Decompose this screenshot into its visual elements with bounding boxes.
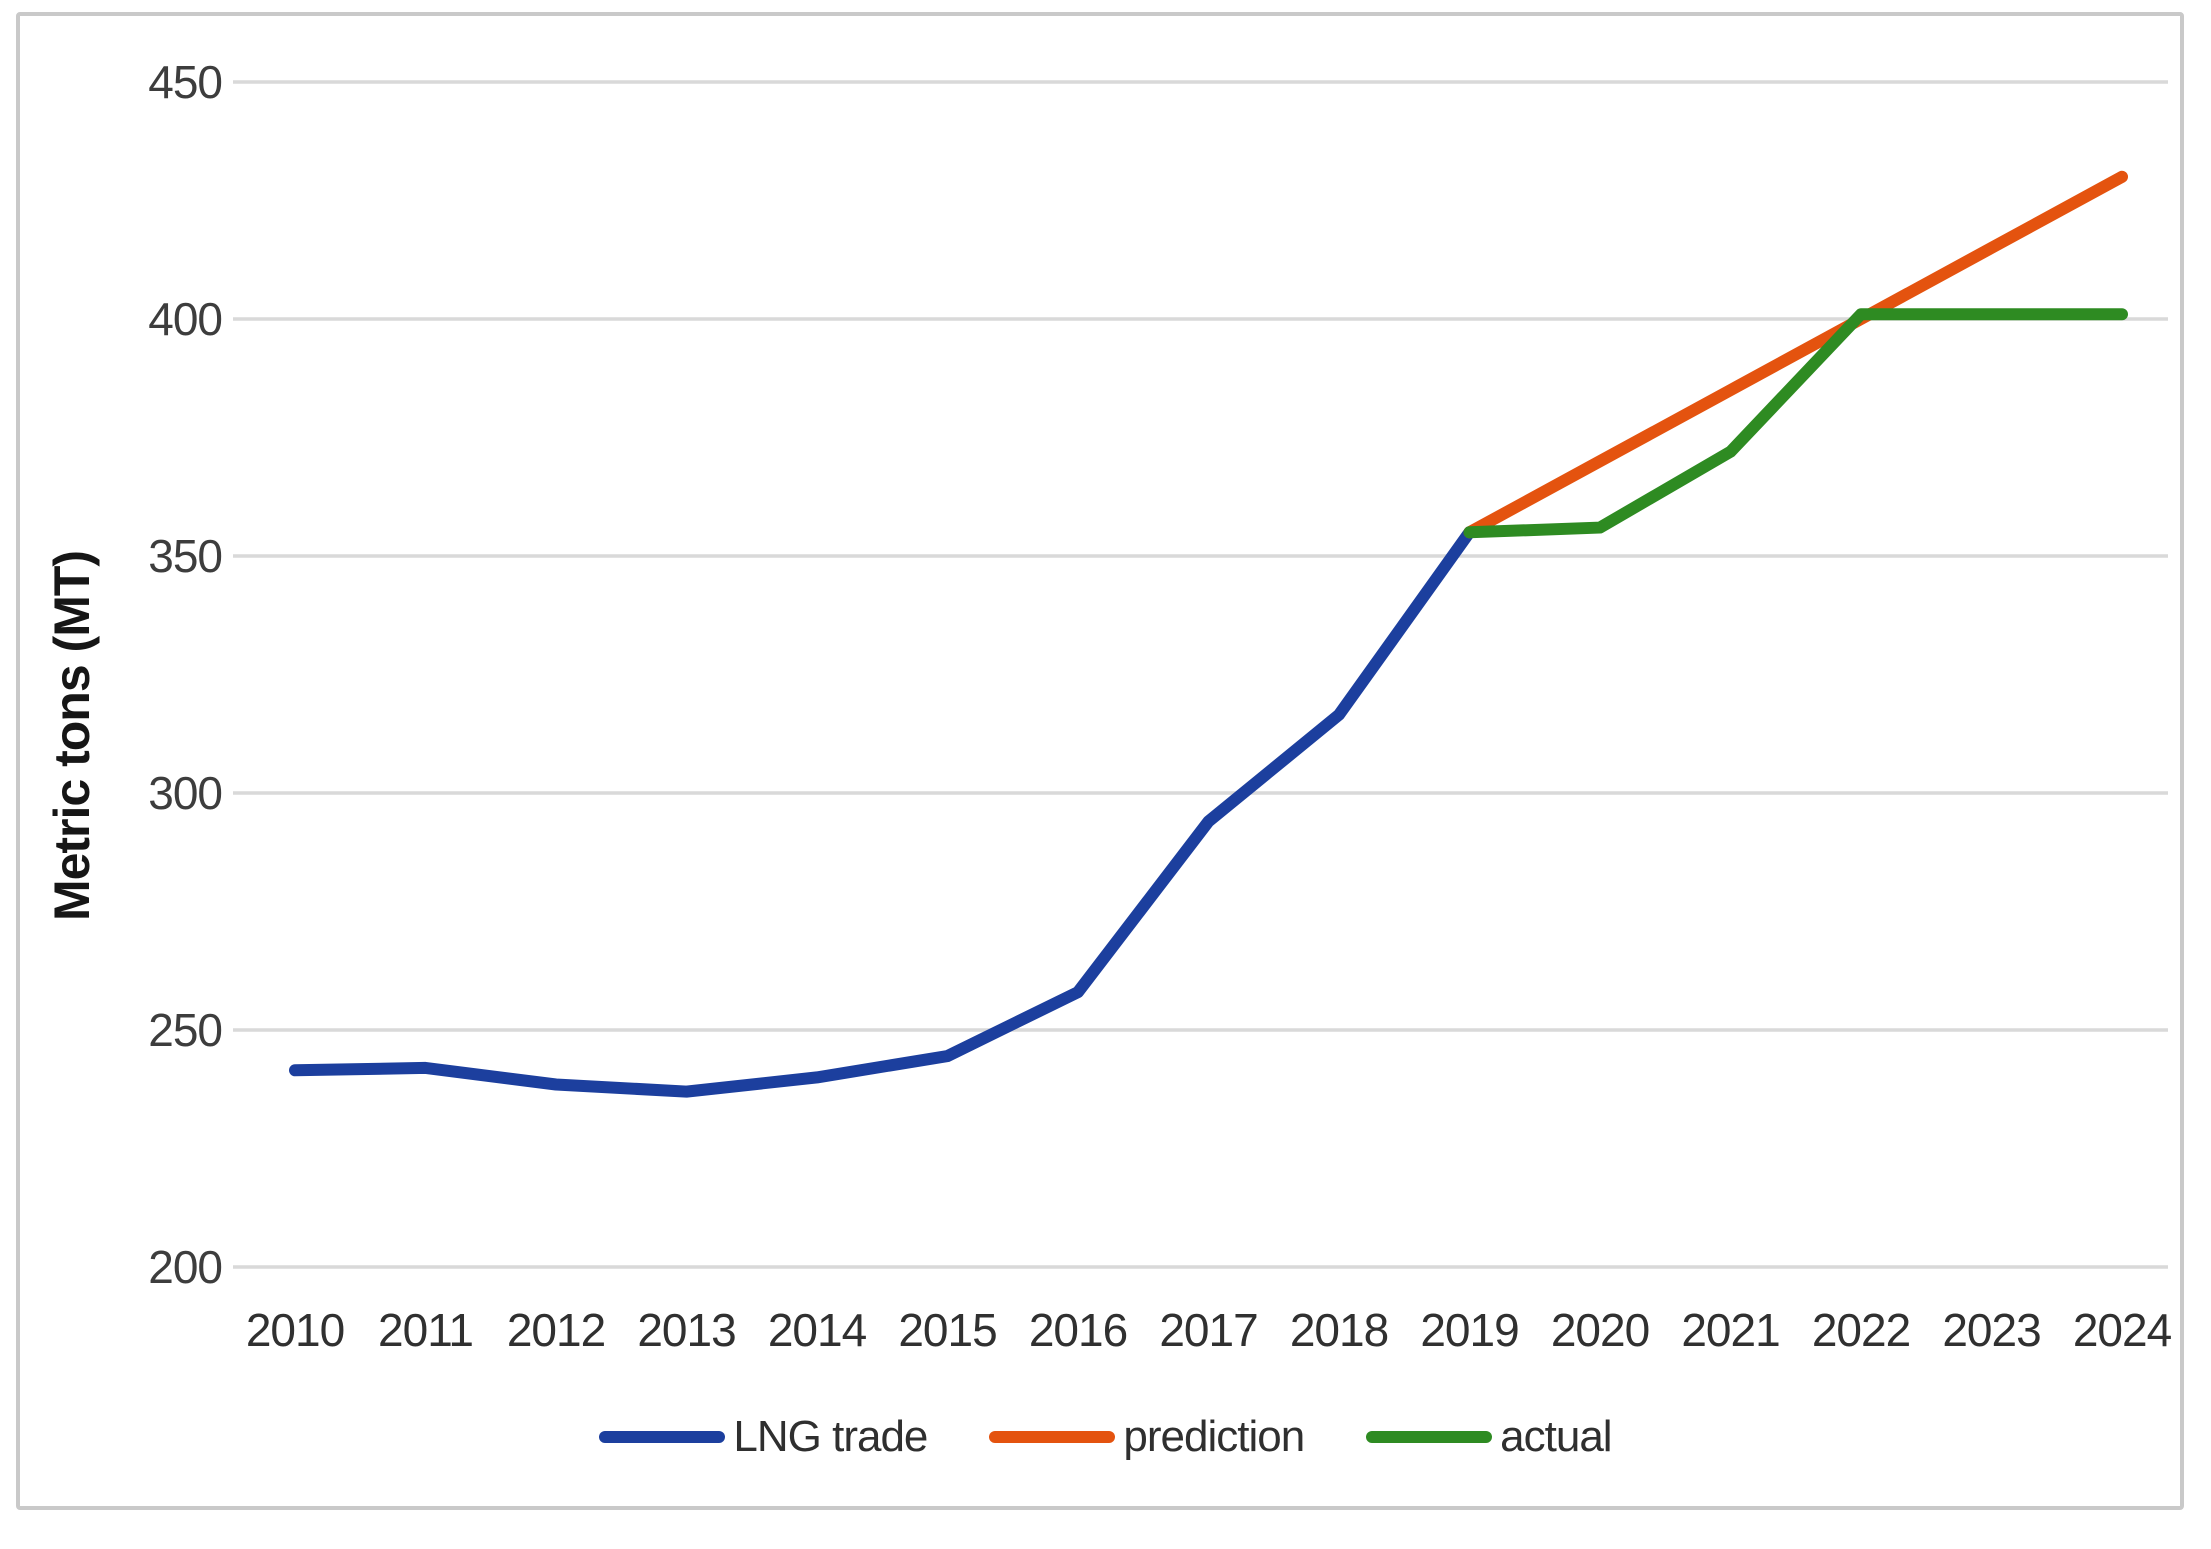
x-tick-label: 2011 <box>378 1304 474 1356</box>
x-tick-label: 2018 <box>1289 1304 1389 1356</box>
x-tick-label: 2024 <box>2072 1304 2172 1356</box>
legend-label: prediction <box>1123 1412 1305 1461</box>
chart-outer-border <box>16 12 2184 1510</box>
x-tick-label: 2023 <box>1942 1304 2041 1356</box>
y-tick-label: 400 <box>148 293 223 345</box>
x-tick-label: 2014 <box>767 1304 867 1356</box>
legend-item-prediction: prediction <box>989 1412 1305 1462</box>
x-tick-label: 2010 <box>245 1304 345 1356</box>
horizontal-gridlines <box>233 80 2168 1269</box>
x-tick-label: 2019 <box>1420 1304 1519 1356</box>
legend-item-actual: actual <box>1366 1412 1613 1462</box>
y-axis-title: Metric tons (MT) <box>44 550 100 922</box>
x-tick-label: 2022 <box>1811 1304 1911 1356</box>
x-tick-label: 2020 <box>1550 1304 1650 1356</box>
actual-line-swatch-icon <box>1366 1431 1493 1443</box>
y-tick-label: 450 <box>148 56 223 108</box>
prediction-line <box>1463 170 2128 539</box>
x-tick-label: 2017 <box>1159 1304 1258 1356</box>
x-tick-label: 2013 <box>637 1304 736 1356</box>
y-tick-label: 200 <box>148 1241 223 1293</box>
chart-legend: LNG trade prediction actual <box>0 1406 2211 1468</box>
legend-label: actual <box>1500 1412 1612 1461</box>
lng-trade-line <box>289 526 1476 1098</box>
legend-label: LNG trade <box>733 1412 928 1461</box>
prediction-line-swatch-icon <box>989 1431 1116 1443</box>
x-tick-label: 2016 <box>1028 1304 1128 1356</box>
x-tick-label: 2021 <box>1681 1304 1780 1356</box>
x-tick-label: 2012 <box>506 1304 606 1356</box>
actual-line <box>1463 308 2128 539</box>
lng-trade-line-swatch-icon <box>599 1431 726 1443</box>
x-tick-label: 2015 <box>898 1304 997 1356</box>
y-tick-label: 350 <box>148 530 223 582</box>
y-tick-label: 250 <box>148 1004 223 1056</box>
y-tick-label: 300 <box>148 767 223 819</box>
legend-item-lng-trade: LNG trade <box>599 1412 928 1462</box>
